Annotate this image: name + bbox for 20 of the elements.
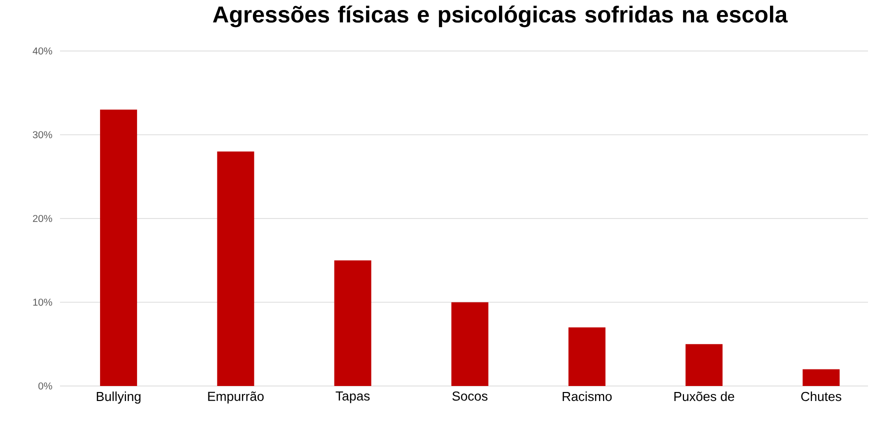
bar: [802, 369, 840, 386]
y-tick-label: 0%: [38, 382, 52, 390]
y-tick-label: 40%: [32, 47, 52, 55]
y-tick-label: 30%: [32, 131, 52, 138]
bar: [334, 260, 372, 386]
x-tick-label: Bullying: [96, 392, 140, 404]
bar: [451, 302, 488, 386]
x-tick-label: Empurrão: [208, 392, 264, 404]
x-tick-label: Socos: [452, 392, 488, 401]
chart-title: Agressões físicas e psicológicas sofridas na escola: [212, 6, 788, 28]
x-tick-label: Chutes: [801, 392, 842, 402]
x-tick-label: Tapas: [336, 392, 370, 404]
bar: [100, 110, 138, 386]
bar: [217, 151, 254, 386]
x-tick-label: Racismo: [562, 392, 612, 402]
bar: [568, 327, 606, 386]
bar: [686, 344, 723, 386]
y-tick-label: 20%: [32, 214, 52, 222]
x-tick-label: Puxões de: [674, 392, 734, 402]
y-tick-label: 10%: [33, 298, 52, 306]
